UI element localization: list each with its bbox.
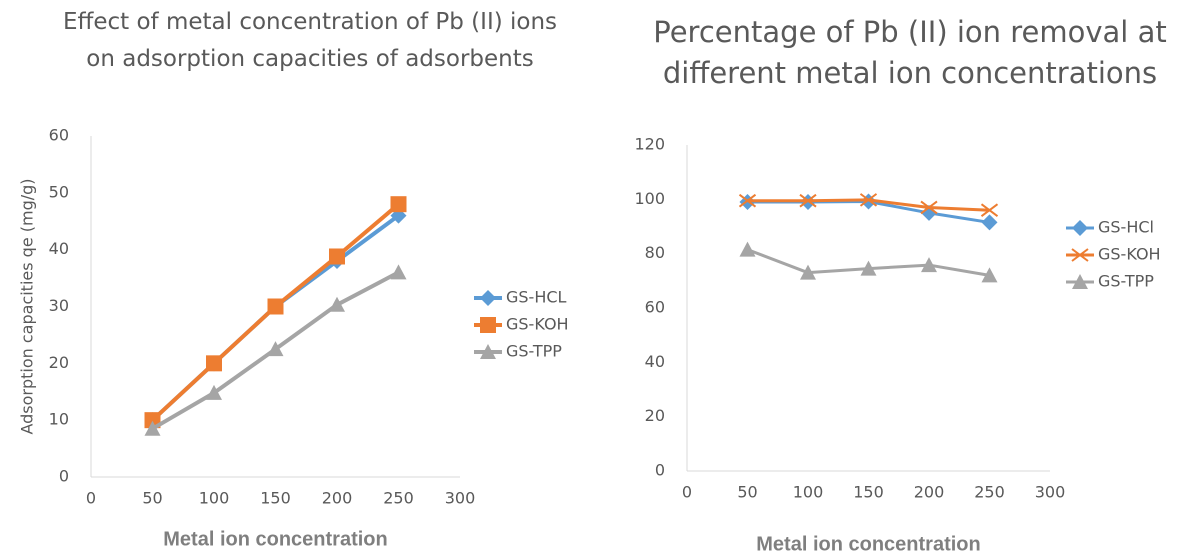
marker — [206, 384, 222, 400]
marker — [800, 264, 816, 280]
legend-marker — [1072, 220, 1088, 236]
marker — [739, 241, 756, 257]
y-tick-label: 60 — [49, 126, 69, 145]
x-tick-label: 300 — [445, 489, 476, 508]
y-tick-label: 40 — [645, 352, 665, 371]
x-tick-label: 200 — [914, 483, 945, 502]
y-tick-label: 40 — [49, 239, 69, 258]
marker — [390, 264, 407, 280]
y-tick-label: 20 — [49, 353, 69, 372]
marker — [921, 257, 937, 273]
marker — [799, 193, 817, 208]
marker — [206, 355, 222, 372]
marker — [267, 298, 284, 315]
x-tick-label: 0 — [86, 489, 96, 508]
legend-label: GS-TPP — [506, 342, 562, 361]
marker — [329, 296, 345, 312]
marker — [860, 260, 877, 276]
legend-marker — [1071, 248, 1089, 262]
x-tick-label: 300 — [1035, 483, 1066, 502]
legend-label: GS-KOH — [506, 315, 569, 334]
legend-label: GS-HCl — [1098, 218, 1154, 237]
x-tick-label: 250 — [383, 489, 414, 508]
y-tick-label: 0 — [59, 467, 69, 486]
x-tick-label: 250 — [974, 483, 1005, 502]
x-axis-label: Metal ion concentration — [756, 533, 980, 555]
y-tick-label: 120 — [634, 135, 665, 154]
y-tick-label: 10 — [49, 410, 69, 429]
marker — [980, 203, 999, 217]
marker — [390, 196, 407, 213]
chart-title: Effect of metal concentration of Pb (II)… — [62, 9, 558, 72]
x-tick-label: 50 — [737, 483, 757, 502]
legend-marker — [480, 344, 496, 359]
y-tick-label: 80 — [645, 243, 665, 262]
x-tick-label: 100 — [793, 483, 824, 502]
x-tick-label: 200 — [322, 489, 353, 508]
marker — [267, 341, 284, 357]
legend-label: GS-KOH — [1098, 245, 1161, 264]
marker — [920, 200, 938, 215]
marker — [981, 267, 998, 283]
legend-marker — [480, 317, 496, 333]
x-tick-label: 150 — [853, 483, 884, 502]
marker — [329, 248, 345, 265]
x-tick-label: 100 — [199, 489, 230, 508]
y-tick-label: 30 — [49, 296, 69, 315]
chart-title: Percentage of Pb (II) ion removal at dif… — [653, 15, 1167, 90]
x-tick-label: 50 — [142, 489, 162, 508]
marker — [859, 193, 878, 207]
x-tick-label: 150 — [260, 489, 291, 508]
legend-marker — [1072, 274, 1088, 289]
legend-label: GS-HCL — [506, 288, 567, 307]
y-tick-label: 20 — [645, 406, 665, 425]
marker — [144, 420, 161, 436]
x-tick-label: 0 — [682, 483, 692, 502]
marker — [981, 214, 998, 231]
x-axis-label: Metal ion concentration — [163, 528, 387, 550]
legend-label: GS-TPP — [1098, 272, 1154, 291]
y-tick-label: 60 — [645, 298, 665, 317]
y-axis-label: Adsorption capacities qe (mg/g) — [18, 178, 37, 434]
y-tick-label: 100 — [634, 189, 665, 208]
y-tick-label: 0 — [655, 461, 665, 480]
series-line — [151, 213, 400, 422]
legend-marker — [480, 290, 496, 306]
y-tick-label: 50 — [49, 182, 69, 201]
marker — [738, 193, 757, 208]
